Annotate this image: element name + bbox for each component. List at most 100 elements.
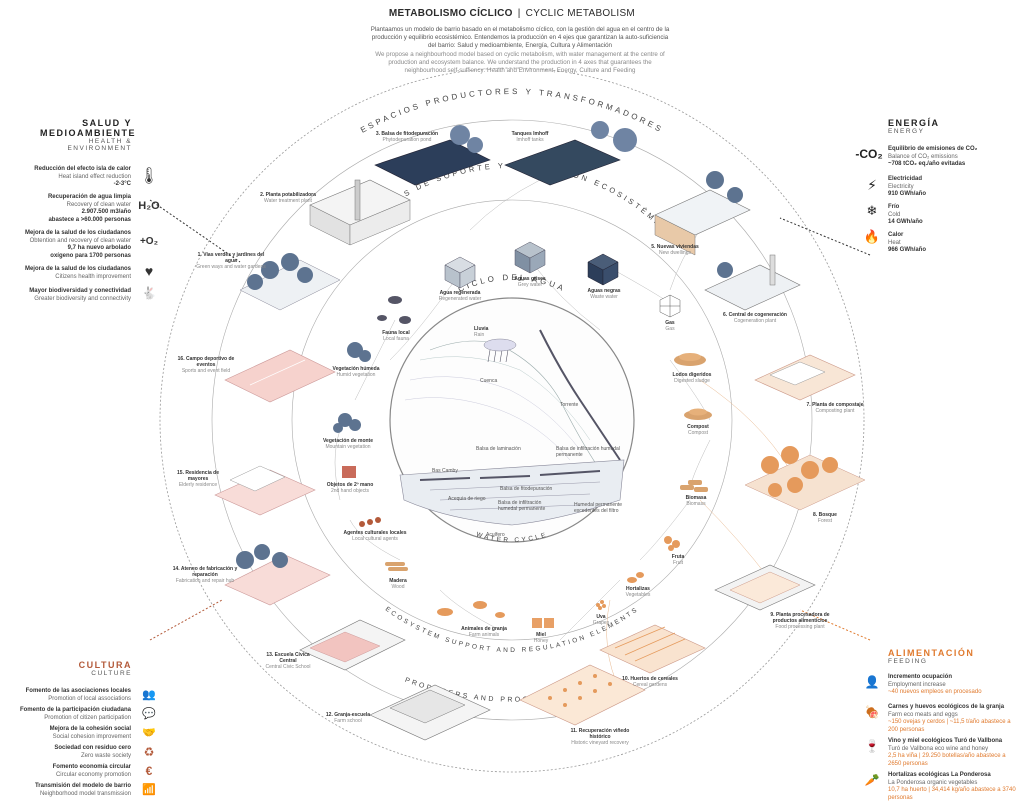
space-label-9: 9. Planta procesadora de productos alime… <box>770 612 830 630</box>
intro-text: Plantaamos un modelo de barrio basado en… <box>370 26 670 75</box>
space-6-illustration <box>704 254 801 311</box>
handshake-icon: 🤝 <box>142 727 156 739</box>
cultura-sub: CULTURE <box>91 670 132 677</box>
element-label-grey-water: Aguas grises Grey water <box>514 276 546 288</box>
divider-energia <box>779 217 871 256</box>
vegetables-icon: 🥕 <box>864 773 880 787</box>
water-h2o-icon: H₂O <box>138 200 160 212</box>
space-4-illustration <box>504 121 637 186</box>
broadcast-icon: 📶 <box>142 784 156 796</box>
element-label-second-hand: Objetos de 2º mano 2nd hand objects <box>326 482 374 494</box>
co2-reduction-icon: -CO₂ <box>855 147 883 161</box>
animals-icon: 🐇 <box>141 286 157 300</box>
salud-list: Reducción del efecto isla de calor Heat … <box>6 166 131 310</box>
element-label-biomass: Biomasa Biomass <box>685 495 707 507</box>
alimentacion-item-wine: Vino y miel ecológicos Turó de Vallbona … <box>888 738 1006 767</box>
water-label-filtracion: Balsa de infiltración humedal permanente <box>498 500 546 512</box>
alimentacion-sub: FEEDING <box>888 658 928 665</box>
space-label-1: 1. Vías verdes y jardines del agua Green … <box>196 252 266 270</box>
title-es: METABOLISMO CÍCLICO <box>388 8 513 19</box>
element-label-humid-vegetation: Vegetación húmeda Humid vegetation <box>332 366 380 378</box>
cultura-item-associations: Fomento de las asociaciones locales Prom… <box>25 688 131 702</box>
heart-plus-icon: ♥ <box>144 263 154 279</box>
element-label-waste-water: Aguas negras Waste water <box>587 288 621 300</box>
space-8-illustration <box>744 446 866 511</box>
water-label-torrente: Torrente <box>560 402 579 408</box>
space-10-illustration <box>599 624 706 674</box>
space-2-illustration <box>309 179 411 246</box>
space-label-7: 7. Planta de compostaje Composting plant <box>806 402 864 414</box>
alimentacion-item-employment: Incremento ocupación Employment increase… <box>888 674 982 695</box>
space-12-illustration <box>369 684 491 741</box>
title-en: CYCLIC METABOLISM <box>525 8 636 19</box>
cultura-item-zero-waste: Sociedad con residuo cero Zero waste soc… <box>54 745 131 759</box>
meat-icon: 🍖 <box>864 705 880 719</box>
water-label-acequia: Acequia de riego <box>448 496 486 502</box>
ring-middle <box>291 199 733 641</box>
cultura-item-transmission: Transmisión del modelo de barrio Neighbo… <box>34 783 131 797</box>
space-3-illustration <box>374 125 491 186</box>
title-separator: | <box>517 8 521 19</box>
salud-sub-2: ENVIRONMENT <box>67 145 132 152</box>
water-label-laminacion: Balsa de laminación <box>476 446 521 452</box>
space-13-illustration <box>299 619 406 671</box>
energia-item-co2: Equilibrio de emisiones de CO₂ Balance o… <box>888 146 978 167</box>
cultura-header: CULTURA CULTURE <box>40 660 132 677</box>
ring-outer-boundary <box>159 67 865 773</box>
space-label-3: 3. Balsa de fitodepuración Phytodepuratio… <box>375 131 439 143</box>
speech-bubble-icon: 💬 <box>142 708 156 720</box>
energia-item-electricity: Electricidad Electricity 910 GWh/año <box>888 176 927 197</box>
space-label-10: 10. Huertos de cereales Cereal gardens <box>622 676 678 688</box>
salud-sub-1: HEALTH & <box>88 138 132 145</box>
energia-list: Equilibrio de emisiones de CO₂ Balance o… <box>888 146 1018 260</box>
alimentacion-title: ALIMENTACIÓN <box>888 648 975 658</box>
space-11-illustration <box>519 664 646 726</box>
space-label-15: 15. Residencia de mayores Elderly residen… <box>177 470 219 488</box>
element-label-compost: Compost Compost <box>687 424 709 436</box>
space-16-illustration <box>224 349 336 403</box>
element-icons <box>333 241 712 628</box>
space-1-illustration <box>239 253 341 311</box>
space-label-4: Tanques Imhoff Imhoff tanks <box>511 131 549 143</box>
space-label-14: 14. Ateneo de fabricación y reparación Fa… <box>172 566 238 584</box>
element-label-local-fauna: Fauna local Local fauna <box>382 330 410 342</box>
cultura-title: CULTURA <box>78 660 132 670</box>
space-label-11: 11. Recuperación viñedo histórico Histori… <box>570 728 630 746</box>
intro-es: Plantaamos un modelo de barrio basado en… <box>370 26 670 50</box>
people-icon: 👥 <box>142 689 156 701</box>
ring-label-outer-top: ESPACIOS PRODUCTORES Y TRANSFORMADORES <box>359 87 665 135</box>
cultura-list: Fomento de las asociaciones locales Prom… <box>6 688 131 798</box>
thermometer-icon: 🌡 <box>138 168 160 185</box>
element-label-honey: Miel Honey <box>533 632 549 644</box>
water-label-humedal: Humedal permanente excedentes del filtro <box>574 502 623 514</box>
alimentacion-item-meat: Carnes y huevos ecológicos de la granja … <box>888 704 1011 733</box>
cultura-item-cohesion: Mejora de la cohesión social Social cohe… <box>49 726 131 740</box>
salud-title-2: MEDIOAMBIENTE <box>40 128 136 138</box>
salud-title-1: SALUD Y <box>82 118 132 128</box>
energia-header: ENERGÍA ENERGY <box>888 118 988 135</box>
space-label-8: 8. Bosque Forest <box>813 512 837 524</box>
space-label-12: 12. Granja-escuela Farm school <box>325 712 371 724</box>
space-label-6: 6. Central de cogeneración Cogeneration p… <box>723 312 787 324</box>
energia-item-cold: Frío Cold 14 GWh/año <box>888 204 923 225</box>
intro-en: We propose a neighbourhood model based o… <box>375 50 665 75</box>
wine-bottle-icon: 🍷 <box>864 739 880 753</box>
water-label-rain: Lluvia Rain <box>474 326 489 338</box>
divider-cultura <box>149 599 223 641</box>
divider-alimentacion <box>799 609 871 641</box>
water-label-cuenca: Cuenca <box>480 378 498 384</box>
space-5-illustration <box>654 171 751 256</box>
energia-sub: ENERGY <box>888 128 925 135</box>
element-label-regenerated-water: Agua regenerada Regenerated water <box>438 290 482 302</box>
energia-title: ENERGÍA <box>888 118 940 128</box>
element-label-mountain-vegetation: Vegetación de monte Mountain vegetation <box>322 438 373 450</box>
space-14-illustration <box>224 544 331 606</box>
water-label-infiltracion: Balsa de infiltración humedal permanente <box>556 446 620 458</box>
ring-outer <box>211 119 813 721</box>
space-9-illustration <box>714 564 816 611</box>
water-cycle-illustration <box>399 329 625 526</box>
snowflake-icon: ❄ <box>866 203 878 218</box>
flame-icon: 🔥 <box>863 229 881 244</box>
cultura-item-circular: Fomento economía circular Circular econo… <box>52 764 131 778</box>
